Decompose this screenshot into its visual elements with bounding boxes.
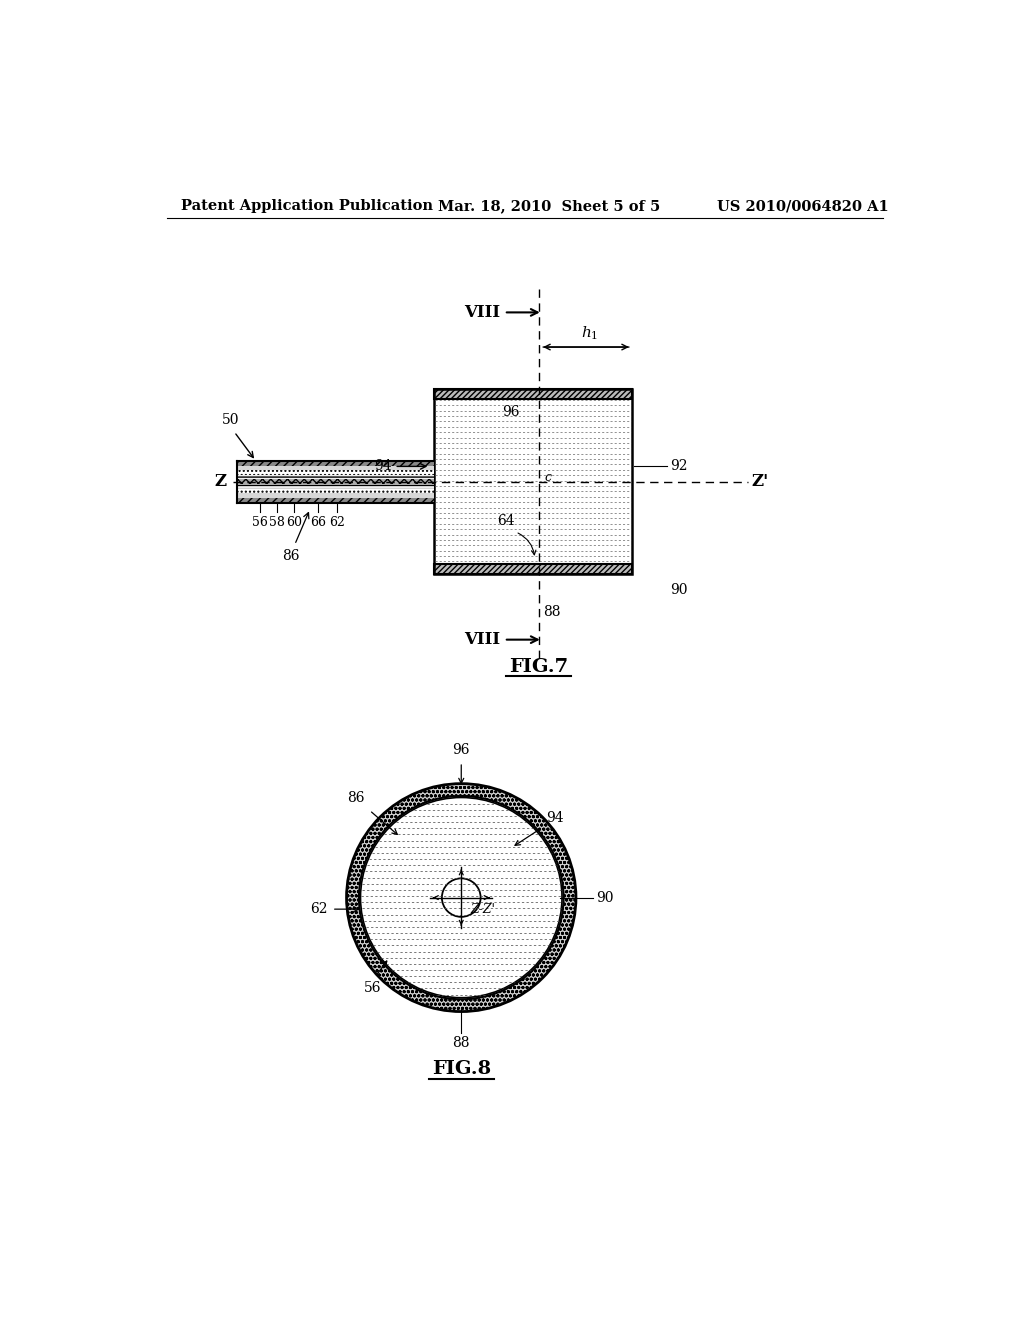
Bar <box>237 475 434 479</box>
Text: Z: Z <box>214 474 226 490</box>
Text: 64: 64 <box>498 513 515 528</box>
Text: Z-Z': Z-Z' <box>471 903 496 916</box>
Text: VIII: VIII <box>464 631 500 648</box>
Text: 62: 62 <box>310 902 328 916</box>
Bar <box>237 466 434 470</box>
Bar <box>237 484 434 488</box>
Text: 94: 94 <box>546 810 563 825</box>
Text: 62: 62 <box>330 516 345 529</box>
Text: 88: 88 <box>543 605 560 619</box>
Ellipse shape <box>442 878 480 917</box>
Text: 90: 90 <box>596 891 613 904</box>
Text: VIII: VIII <box>464 304 500 321</box>
Text: Mar. 18, 2010  Sheet 5 of 5: Mar. 18, 2010 Sheet 5 of 5 <box>438 199 660 213</box>
Text: 66: 66 <box>310 516 326 529</box>
Ellipse shape <box>346 784 575 1011</box>
Text: 58: 58 <box>269 516 285 529</box>
Bar <box>237 498 434 503</box>
Bar <box>434 564 632 574</box>
Text: Patent Application Publication: Patent Application Publication <box>180 199 433 213</box>
Text: 90: 90 <box>671 582 688 597</box>
Bar <box>237 470 434 475</box>
Bar <box>434 389 632 400</box>
Bar <box>237 488 434 494</box>
Bar <box>237 479 434 484</box>
Text: FIG.8: FIG.8 <box>432 1060 490 1078</box>
Bar <box>434 389 632 400</box>
Text: 96: 96 <box>453 743 470 758</box>
Text: Z': Z' <box>752 474 769 490</box>
Text: US 2010/0064820 A1: US 2010/0064820 A1 <box>717 199 889 213</box>
Text: 60: 60 <box>286 516 302 529</box>
Text: FIG.7: FIG.7 <box>509 657 568 676</box>
Text: 96: 96 <box>502 405 519 420</box>
Text: c: c <box>545 471 552 484</box>
Text: 50: 50 <box>221 413 239 428</box>
Text: 94: 94 <box>374 459 426 474</box>
Text: 86: 86 <box>347 791 365 805</box>
Text: 56: 56 <box>364 981 381 995</box>
Bar <box>237 479 434 484</box>
Text: 56: 56 <box>252 516 267 529</box>
Text: 86: 86 <box>282 549 299 562</box>
Bar <box>434 389 632 574</box>
Bar <box>237 461 434 466</box>
Text: $h_1$: $h_1$ <box>581 325 598 342</box>
Bar <box>434 564 632 574</box>
Bar <box>237 494 434 498</box>
Text: 88: 88 <box>453 1036 470 1051</box>
Text: 92: 92 <box>671 459 688 474</box>
Ellipse shape <box>359 796 563 999</box>
